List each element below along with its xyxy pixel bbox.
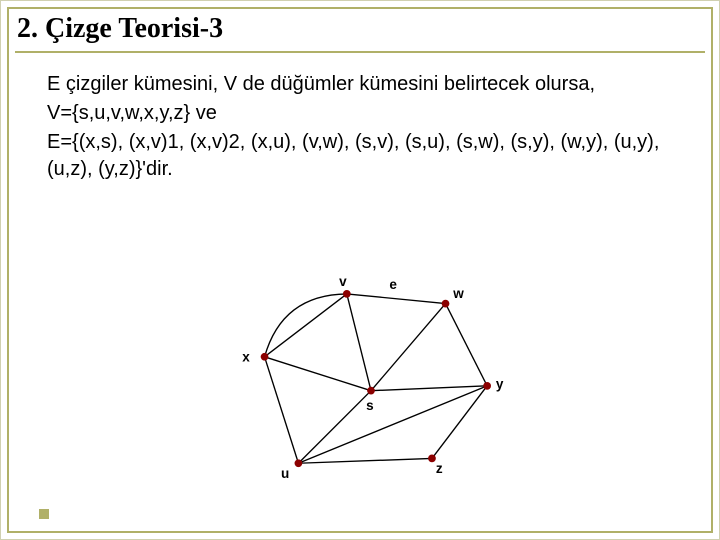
graph-label-w: w <box>452 286 464 301</box>
title-underline <box>15 51 705 53</box>
graph-label-x: x <box>242 350 250 365</box>
graph-edge <box>371 304 446 391</box>
graph-edge <box>265 357 299 463</box>
para-2: V={s,u,v,w,x,y,z} ve <box>47 100 679 127</box>
graph-edge <box>371 386 487 391</box>
graph-edge <box>298 391 371 464</box>
graph-edge <box>298 386 487 463</box>
corner-decor <box>39 509 49 519</box>
graph-svg: v e w x s y u z <box>221 271 521 491</box>
body-paragraphs: E çizgiler kümesini, V de düğümler kümes… <box>47 71 679 185</box>
graph-label-u: u <box>281 466 289 481</box>
graph-edge <box>347 294 371 391</box>
graph-edge <box>298 458 432 463</box>
graph-label-s: s <box>366 398 374 413</box>
graph-node-s <box>367 387 375 395</box>
para-3: E={(x,s), (x,v)1, (x,v)2, (x,u), (v,w), … <box>47 129 679 183</box>
graph-label-e: e <box>389 277 397 292</box>
page-title: 2. Çizge Teorisi-3 <box>17 13 223 45</box>
graph-node-z <box>428 455 436 463</box>
graph-edge <box>347 294 446 304</box>
graph-edge <box>265 357 371 391</box>
graph-node-v <box>343 290 351 298</box>
graph-label-v: v <box>339 274 347 289</box>
para-1: E çizgiler kümesini, V de düğümler kümes… <box>47 71 679 98</box>
graph-edge <box>446 304 488 386</box>
graph-node-y <box>483 382 491 390</box>
graph-label-z: z <box>436 461 443 476</box>
graph-node-x <box>261 353 269 361</box>
graph-node-w <box>442 300 450 308</box>
graph-diagram: v e w x s y u z <box>221 271 521 491</box>
graph-node-u <box>295 459 303 467</box>
graph-label-y: y <box>496 377 504 392</box>
